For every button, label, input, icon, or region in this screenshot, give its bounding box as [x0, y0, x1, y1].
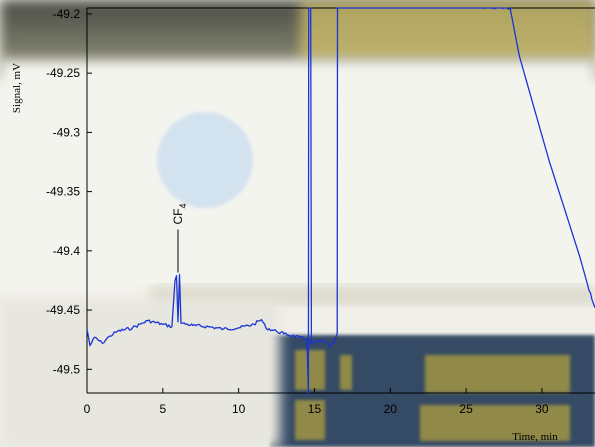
y-tick-label: -49.5	[53, 362, 81, 376]
axes	[86, 7, 595, 394]
y-tick-label: -49.35	[46, 185, 80, 199]
y-tick-label: -49.2	[53, 7, 81, 21]
x-tick-label: 5	[159, 402, 166, 416]
y-axis-label: Signal, mV	[11, 63, 23, 113]
annotations: CF4	[171, 204, 188, 273]
logo-watermark	[157, 112, 253, 208]
x-axis-label: Time, min	[512, 431, 558, 443]
y-tick-label: -49.4	[53, 244, 81, 258]
x-tick-label: 20	[384, 402, 398, 416]
y-tick-label: -49.45	[46, 303, 80, 317]
x-tick-label: 10	[232, 402, 246, 416]
annotation-cf4-label: CF4	[171, 204, 188, 225]
y-tick-label: -49.25	[46, 66, 80, 80]
display-glow	[295, 350, 570, 441]
x-tick-label: 25	[459, 402, 473, 416]
x-ticks: 0 5 10 15 20 25 30	[84, 388, 549, 416]
x-tick-label: 0	[84, 402, 91, 416]
y-ticks: -49.2 -49.25 -49.3 -49.35 -49.4 -49.45 -49.5	[46, 7, 92, 376]
x-tick-label: 30	[535, 402, 549, 416]
y-tick-label: -49.3	[53, 125, 81, 139]
x-tick-label: 15	[308, 402, 322, 416]
series-line	[86, 7, 595, 394]
